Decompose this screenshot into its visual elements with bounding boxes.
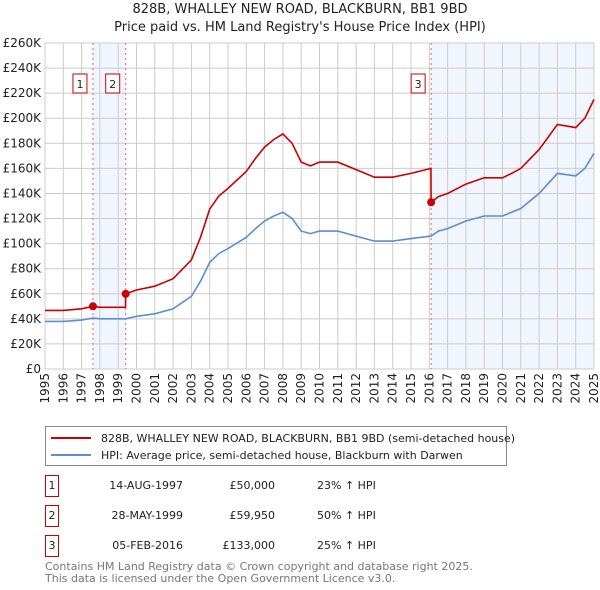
footer-licence: This data is licensed under the Open Gov…: [45, 572, 396, 585]
y-tick-label: £80K: [10, 262, 42, 276]
transaction-number: 2: [45, 505, 59, 527]
sale-label-box: [72, 73, 88, 94]
transaction-price: £133,000: [222, 539, 276, 552]
x-tick-label: 1999: [111, 373, 125, 404]
legend-item-property: 828B, WHALLEY NEW ROAD, BLACKBURN, BB1 9…: [51, 430, 515, 446]
y-tick-label: £240K: [3, 61, 43, 75]
transaction-number: 1: [45, 475, 59, 497]
x-tick-label: 2000: [130, 373, 144, 404]
shaded-period: [92, 43, 126, 369]
x-tick-label: 2011: [331, 373, 345, 404]
transaction-hpi-diff: 25% ↑ HPI: [317, 539, 376, 552]
x-tick-label: 2005: [221, 373, 235, 404]
y-tick-label: £120K: [3, 212, 43, 226]
x-tick-label: 2012: [349, 373, 363, 404]
y-tick-label: £140K: [3, 186, 43, 200]
y-tick-label: £160K: [3, 161, 43, 175]
footer-copyright: Contains HM Land Registry data © Crown c…: [45, 560, 473, 573]
transaction-price: £50,000: [229, 479, 276, 492]
x-tick-label: 1997: [75, 373, 89, 404]
x-tick-label: 2014: [386, 373, 400, 404]
chart-title: 828B, WHALLEY NEW ROAD, BLACKBURN, BB1 9…: [132, 2, 468, 17]
sale-point: [88, 302, 97, 311]
legend-item-hpi: HPI: Average price, semi-detached house,…: [51, 447, 463, 463]
x-tick-label: 2002: [166, 373, 180, 404]
x-tick-label: 2007: [258, 373, 272, 404]
y-tick-label: £200K: [3, 111, 43, 125]
x-tick-label: 2019: [477, 373, 491, 404]
shaded-period: [431, 43, 594, 369]
y-tick-label: £60K: [10, 287, 42, 301]
legend-label: HPI: Average price, semi-detached house,…: [101, 448, 463, 462]
x-tick-label: 2024: [569, 373, 583, 404]
x-tick-label: 1995: [38, 373, 52, 404]
x-tick-label: 2018: [459, 373, 473, 404]
series-line: [45, 99, 595, 312]
legend-label: 828B, WHALLEY NEW ROAD, BLACKBURN, BB1 9…: [101, 431, 516, 445]
sale-label: 1: [76, 78, 83, 91]
transaction-row: 3 05-FEB-2016 £133,000 25% ↑ HPI: [45, 535, 445, 557]
x-tick-label: 2001: [148, 373, 162, 404]
y-tick-label: £180K: [3, 136, 43, 150]
y-tick-label: £100K: [3, 237, 43, 251]
x-tick-label: 2020: [496, 373, 510, 404]
x-tick-label: 2013: [367, 373, 381, 404]
transaction-hpi-diff: 50% ↑ HPI: [317, 509, 376, 522]
chart-subtitle: Price paid vs. HM Land Registry's House …: [114, 20, 486, 35]
y-tick-label: £20K: [10, 337, 42, 351]
y-tick-label: £260K: [3, 36, 43, 50]
x-tick-label: 2003: [184, 373, 198, 404]
legend-swatch-red: [51, 437, 91, 439]
series-line: [45, 152, 595, 323]
x-tick-label: 2017: [441, 373, 455, 404]
x-tick-label: 2022: [532, 373, 546, 404]
legend: 828B, WHALLEY NEW ROAD, BLACKBURN, BB1 9…: [45, 426, 515, 466]
transaction-row: 1 14-AUG-1997 £50,000 23% ↑ HPI: [45, 475, 445, 497]
sale-label-box: [410, 73, 426, 94]
y-tick-label: £220K: [3, 86, 43, 100]
x-tick-label: 2008: [276, 373, 290, 404]
x-tick-label: 1996: [56, 373, 70, 404]
transaction-row: 2 28-MAY-1999 £59,950 50% ↑ HPI: [45, 505, 445, 527]
x-tick-label: 2010: [313, 373, 327, 404]
transaction-number: 3: [45, 535, 59, 557]
sale-point: [121, 289, 130, 298]
legend-swatch-blue: [51, 454, 91, 456]
x-tick-label: 2006: [239, 373, 253, 404]
transaction-date: 05-FEB-2016: [112, 539, 183, 552]
x-tick-label: 2009: [294, 373, 308, 404]
y-tick-label: £0: [26, 362, 41, 376]
x-tick-label: 1998: [93, 373, 107, 404]
transaction-date: 28-MAY-1999: [111, 509, 183, 522]
x-tick-label: 2023: [550, 373, 564, 404]
sale-point: [427, 198, 436, 207]
sale-label: 2: [109, 78, 116, 91]
x-tick-label: 2025: [587, 373, 600, 404]
x-tick-label: 2004: [203, 373, 217, 404]
sale-label-box: [105, 73, 121, 94]
sale-label: 3: [415, 78, 422, 91]
transaction-price: £59,950: [229, 509, 276, 522]
price-chart: £0 £20K £40K £60K £80K £100K £120K £140K £160K £1…: [3, 36, 600, 404]
transaction-hpi-diff: 23% ↑ HPI: [317, 479, 376, 492]
transaction-date: 14-AUG-1997: [109, 479, 183, 492]
x-tick-label: 2021: [514, 373, 528, 404]
y-tick-label: £40K: [10, 312, 42, 326]
x-tick-label: 2015: [404, 373, 418, 404]
x-tick-label: 2016: [422, 373, 436, 404]
